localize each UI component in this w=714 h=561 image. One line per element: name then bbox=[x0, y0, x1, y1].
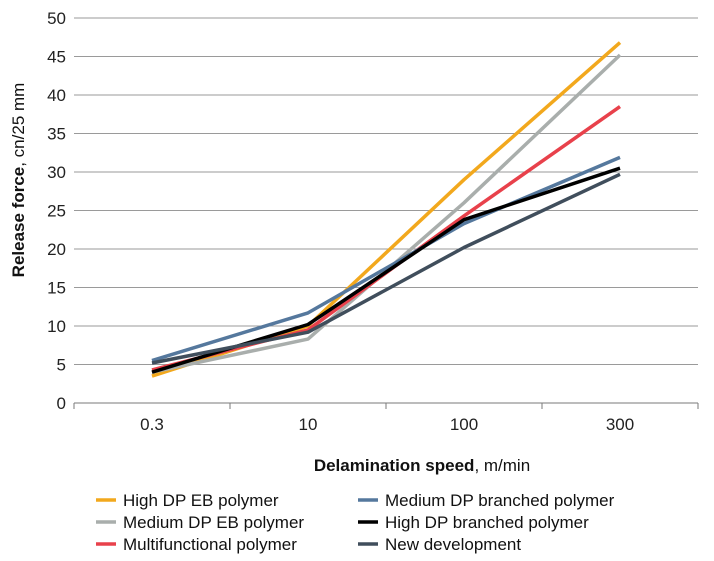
series-line-3 bbox=[151, 155, 621, 363]
y-tick-label: 45 bbox=[47, 48, 66, 67]
x-axis-ticks: 0.3 10 100 300 bbox=[73, 403, 699, 434]
x-tick-label: 300 bbox=[606, 415, 634, 434]
series-line-5 bbox=[151, 172, 621, 365]
y-tick-label: 35 bbox=[47, 125, 66, 144]
series-lines bbox=[151, 41, 622, 378]
y-tick-label: 5 bbox=[57, 356, 66, 375]
x-tick-label: 10 bbox=[299, 415, 318, 434]
legend-item: Medium DP EB polymer bbox=[96, 513, 304, 532]
x-tick-label: 100 bbox=[450, 415, 478, 434]
x-tick-label: 0.3 bbox=[140, 415, 164, 434]
legend-item: Medium DP branched polymer bbox=[358, 491, 615, 510]
x-axis-title-bold: Delamination speed bbox=[314, 456, 475, 475]
x-axis-title-unit: , m/min bbox=[474, 456, 530, 475]
y-tick-label: 15 bbox=[47, 279, 66, 298]
y-axis-title-unit: , cn/25 mm bbox=[9, 83, 28, 167]
y-axis-title-bold: Release force bbox=[9, 167, 28, 278]
legend-item: High DP EB polymer bbox=[96, 491, 279, 510]
legend-label: New development bbox=[385, 535, 521, 554]
legend-item: Multifunctional polymer bbox=[96, 535, 297, 554]
y-tick-label: 40 bbox=[47, 86, 66, 105]
legend-item: New development bbox=[358, 535, 521, 554]
series-line-2 bbox=[151, 105, 622, 372]
y-axis-ticks: 0 5 10 15 20 25 30 35 40 45 50 bbox=[47, 9, 66, 413]
y-axis-title: Release force, cn/25 mm bbox=[9, 83, 28, 278]
legend-label: Medium DP branched polymer bbox=[385, 491, 615, 510]
legend-label: Multifunctional polymer bbox=[123, 535, 297, 554]
legend-item: High DP branched polymer bbox=[358, 513, 589, 532]
legend-label: Medium DP EB polymer bbox=[123, 513, 304, 532]
y-tick-label: 0 bbox=[57, 394, 66, 413]
legend: High DP EB polymer Medium DP EB polymer Mu… bbox=[96, 491, 615, 554]
y-tick-label: 25 bbox=[47, 202, 66, 221]
y-tick-label: 20 bbox=[47, 240, 66, 259]
series-line-4 bbox=[151, 166, 621, 374]
y-tick-label: 30 bbox=[47, 163, 66, 182]
legend-label: High DP EB polymer bbox=[123, 491, 279, 510]
gridlines bbox=[74, 17, 698, 365]
y-tick-label: 10 bbox=[47, 317, 66, 336]
y-tick-label: 50 bbox=[47, 9, 66, 28]
x-axis-title: Delamination speed, m/min bbox=[314, 456, 530, 475]
legend-label: High DP branched polymer bbox=[385, 513, 589, 532]
